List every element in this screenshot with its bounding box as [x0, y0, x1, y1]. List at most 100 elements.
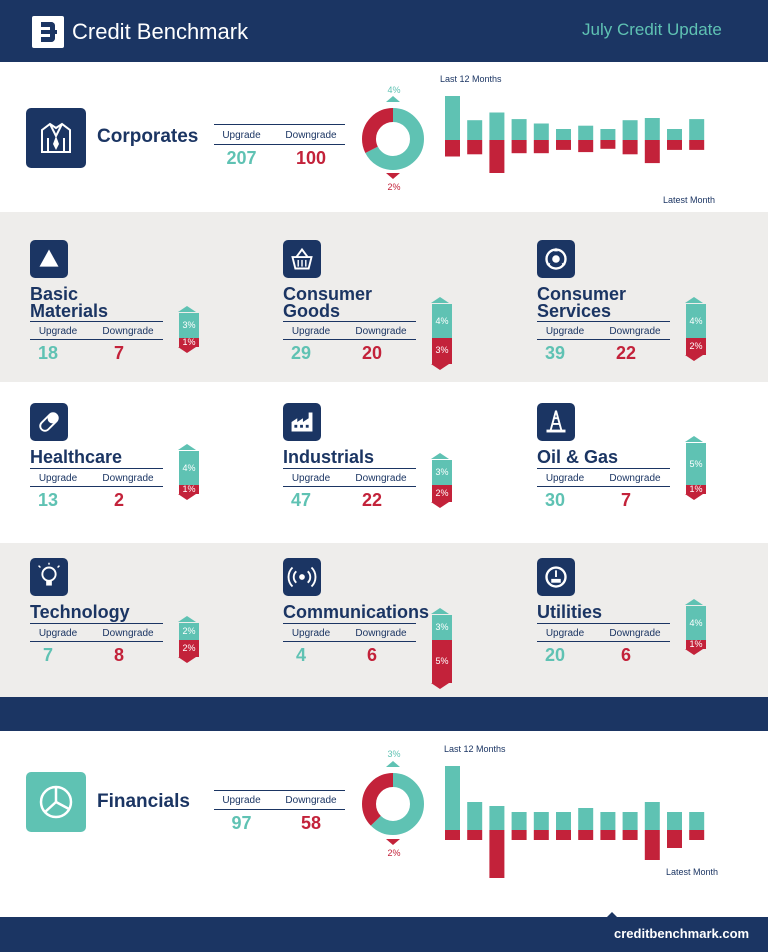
corporates-downgrade-bar [533, 140, 549, 154]
financials-upgrade-bar [644, 802, 660, 830]
down-pct-bar: 1% [179, 338, 199, 347]
category-downgrade-count: 2 [113, 490, 124, 510]
category-downgrade-label: Downgrade [355, 628, 407, 639]
down-pct-bar: 2% [179, 640, 199, 657]
grey-band-3 [0, 543, 768, 697]
factory-icon [291, 412, 313, 432]
up-pct-bar: 3% [432, 614, 452, 640]
category-rule-mid [283, 641, 416, 642]
financials-downgrade-count: 58 [300, 813, 322, 833]
corporates-upgrade-bar [667, 129, 682, 140]
corporates-upgrade-bar [622, 120, 638, 140]
corporates-up-arrow-icon [386, 96, 400, 102]
corporates-donut [362, 108, 424, 170]
up-arrow-icon [685, 297, 703, 303]
financials-downgrade-bar [578, 830, 594, 840]
category-rule-top [30, 623, 163, 624]
category-rule-mid [283, 339, 416, 340]
corporates-downgrade-bar [578, 140, 594, 153]
corporates-upgrade-bar [689, 119, 705, 140]
category-rule-mid [537, 641, 670, 642]
financials-upgrade-bar [578, 808, 594, 830]
corporates-upgrade-label: Upgrade [222, 130, 261, 141]
footer-bar [0, 917, 768, 952]
footer-url[interactable]: creditbenchmark.com [614, 926, 750, 941]
gauge-icon [545, 566, 567, 588]
up-pct-bar: 3% [179, 312, 199, 338]
financials-history-chart [445, 766, 705, 878]
category-title: Consumer Goods [283, 284, 373, 321]
financials-downgrade-bar [667, 830, 682, 848]
basket-icon [291, 247, 313, 270]
corporates-downgrade-bar [445, 140, 460, 157]
category-downgrade-count: 20 [361, 343, 383, 363]
down-pct-bar: 1% [179, 485, 199, 494]
financials-downgrade-slice [362, 773, 424, 835]
category-upgrade-label: Upgrade [291, 628, 331, 639]
up-arrow-icon [685, 599, 703, 605]
brand-name[interactable]: Credit Benchmark [72, 19, 249, 44]
category-rule-top [537, 468, 670, 469]
category-icon-box [283, 403, 321, 441]
category-downgrade-label: Downgrade [609, 628, 661, 639]
category-upgrade-count: 7 [42, 645, 53, 665]
category-downgrade-label: Downgrade [355, 326, 407, 337]
category-upgrade-count: 39 [544, 343, 566, 363]
corporates-downgrade-label: Downgrade [285, 130, 337, 141]
brand-logo-icon [32, 16, 64, 48]
category-downgrade-label: Downgrade [102, 473, 154, 484]
financials-latest-label: Latest Month [666, 867, 719, 877]
category-rule-mid [283, 486, 416, 487]
up-arrow-icon [431, 607, 449, 614]
category-upgrade-label: Upgrade [545, 326, 585, 337]
category-icon-box [537, 558, 575, 596]
financials-upgrade-bar [489, 806, 505, 830]
lightbulb-icon [38, 562, 60, 586]
up-arrow-icon [685, 435, 703, 442]
down-arrow-icon [685, 649, 703, 655]
category-upgrade-label: Upgrade [291, 326, 331, 337]
category-upgrade-count: 13 [37, 490, 59, 510]
down-pct-bar: 3% [432, 338, 452, 364]
corporates-downgrade-bar [600, 140, 616, 149]
down-arrow-icon [685, 494, 703, 500]
down-arrow-icon [431, 363, 449, 370]
category-title: Industrials [283, 447, 375, 467]
financials-upgrade-count: 97 [231, 813, 252, 833]
service-icon [545, 247, 567, 270]
category-downgrade-label: Downgrade [102, 326, 154, 337]
triangle-icon [39, 249, 59, 267]
financials-downgrade-bar [467, 830, 483, 840]
separator-bar [0, 697, 768, 731]
financials-upgrade-bar [445, 766, 460, 830]
up-pct-bar: 2% [179, 623, 199, 640]
corporates-upgrade-bar [445, 96, 460, 140]
category-downgrade-count: 22 [361, 490, 383, 510]
corporates-downgrade-count: 100 [295, 148, 327, 168]
corporates-downgrade-bar [689, 140, 705, 150]
up-pct-bar: 4% [686, 304, 706, 338]
category-upgrade-label: Upgrade [545, 628, 585, 639]
financials-up-pct: 3% [387, 749, 401, 759]
corporates-icon-box [26, 108, 86, 168]
corporates-upgrade-count: 207 [226, 148, 257, 168]
category-upgrade-count: 4 [295, 645, 306, 665]
financials-donut [362, 773, 424, 835]
category-downgrade-count: 6 [620, 645, 631, 665]
suit-icon [41, 122, 71, 153]
down-pct-bar: 5% [432, 640, 452, 683]
category-downgrade-label: Downgrade [609, 473, 661, 484]
financials-downgrade-bar [489, 830, 505, 878]
financials-title: Financials [97, 791, 190, 812]
up-pct-bar: 5% [686, 442, 706, 485]
financials-rule-top [214, 790, 345, 791]
category-title: Technology [30, 602, 130, 622]
up-arrow-icon [178, 305, 196, 312]
category-icon-box [30, 403, 68, 441]
category-icon-box [537, 403, 575, 441]
financials-upgrade-bar [689, 812, 705, 830]
category-rule-mid [30, 339, 163, 340]
corporates-downgrade-bar [467, 140, 483, 155]
category-title: Utilities [537, 602, 603, 622]
up-pct-bar: 4% [179, 451, 199, 485]
